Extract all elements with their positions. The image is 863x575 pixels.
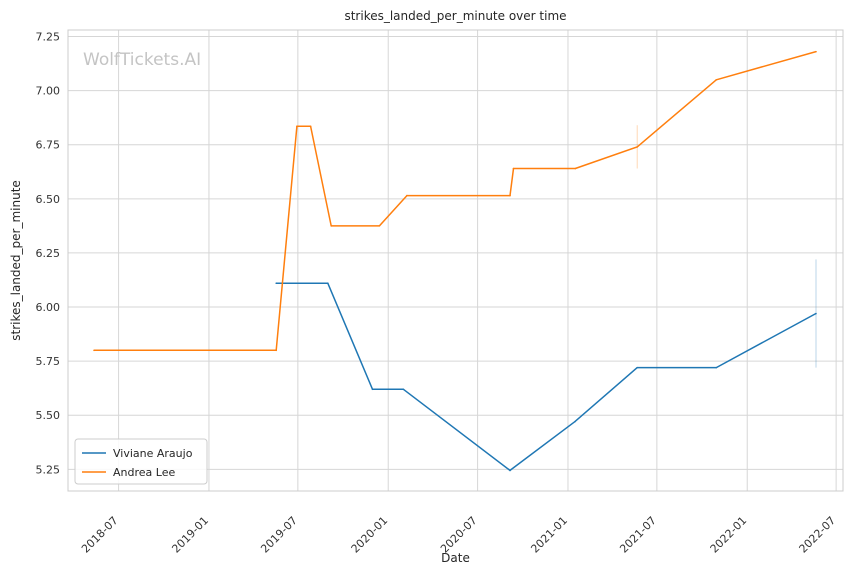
data-point-viviane-araujo [636,366,639,369]
data-point-andrea-lee [512,167,515,170]
y-tick-label: 6.50 [36,193,61,206]
y-tick-label: 5.50 [36,409,61,422]
grid [68,30,843,491]
data-point-andrea-lee [309,125,312,128]
legend: Viviane Araujo Andrea Lee [74,438,208,485]
y-tick-label: 6.00 [36,301,61,314]
data-point-viviane-araujo [815,312,817,315]
y-axis-title: strikes_landed_per_minute [9,180,23,341]
data-point-andrea-lee [509,194,511,197]
legend-label-viviane-araujo: Viviane Araujo [113,447,193,460]
x-axis-title: Date [441,551,470,565]
data-point-viviane-araujo [574,420,576,423]
legend-label-andrea-lee: Andrea Lee [113,466,175,479]
data-point-andrea-lee [636,146,639,148]
y-tick-label: 6.75 [36,139,61,152]
y-tick-label: 5.75 [36,355,61,368]
data-point-viviane-araujo [371,388,374,391]
data-point-andrea-lee [330,225,333,227]
plot-frame [67,29,844,492]
y-axis: 5.25 5.50 5.75 6.00 6.25 6.50 6.75 7.00 7.25 [36,30,61,476]
watermark: WolfTickets.AI [83,50,201,70]
data-point-viviane-araujo [327,282,329,285]
data-point-andrea-lee [715,78,718,81]
y-tick-label: 7.00 [36,85,61,98]
data-point-andrea-lee [815,50,817,53]
y-tick-label: 7.25 [36,30,61,43]
data-point-viviane-araujo [509,469,511,472]
data-point-andrea-lee [378,225,381,227]
data-point-viviane-araujo [402,388,405,391]
series-layer [93,50,817,472]
data-point-andrea-lee [296,125,298,128]
y-tick-label: 6.25 [36,247,61,260]
data-point-viviane-araujo [275,282,278,285]
data-point-viviane-araujo [715,366,718,369]
chart-title: strikes_landed_per_minute over time [344,9,566,23]
data-point-andrea-lee [406,194,408,197]
y-tick-label: 5.25 [36,463,61,476]
data-point-andrea-lee [275,349,278,352]
legend-box [74,438,208,485]
data-point-andrea-lee [93,349,95,352]
data-point-andrea-lee [574,167,577,170]
